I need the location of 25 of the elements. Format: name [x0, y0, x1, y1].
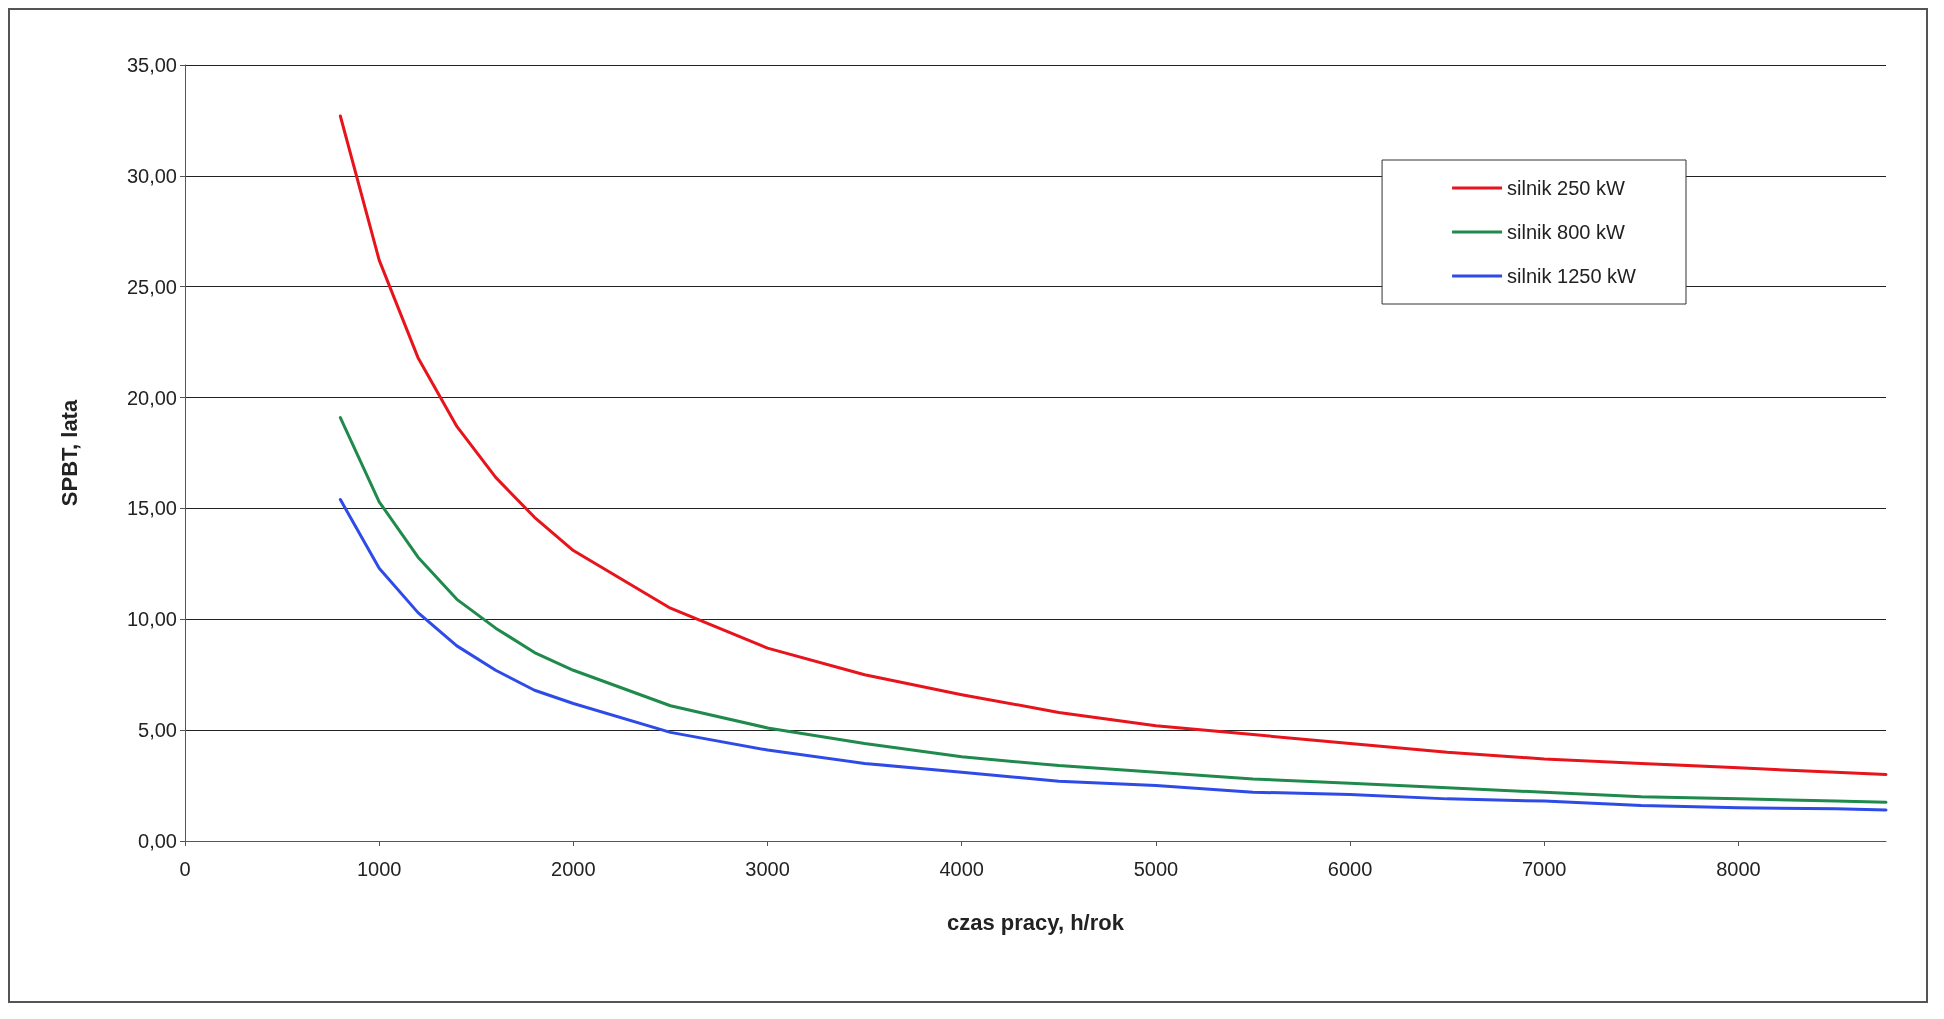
x-axis-title: czas pracy, h/rok	[947, 909, 1125, 935]
x-tick-label: 6000	[1327, 858, 1373, 880]
x-tick-label: 4000	[939, 858, 984, 880]
line-series	[338, 498, 1888, 812]
legend-label: silnik 250 kW	[1507, 177, 1625, 199]
y-tick-label: 10,00	[126, 608, 177, 631]
y-tick-label: 5,00	[138, 719, 177, 742]
y-tick-label: 30,00	[126, 164, 177, 187]
x-tick-label: 8000	[1716, 858, 1761, 880]
x-tick-label: 1000	[356, 858, 402, 880]
x-tick-label: 5000	[1133, 858, 1179, 880]
line-series	[338, 114, 1888, 776]
y-tick-label: 35,00	[126, 54, 177, 76]
x-tick-label: 0	[179, 858, 191, 880]
legend-label: silnik 800 kW	[1507, 221, 1625, 243]
legend-label: silnik 1250 kW	[1507, 265, 1637, 287]
y-tick-label: 15,00	[126, 497, 177, 520]
x-tick-label: 2000	[551, 858, 596, 880]
y-tick-label: 20,00	[126, 386, 177, 409]
line-series	[338, 416, 1888, 804]
y-axis-title: SPBT, lata	[56, 399, 82, 507]
y-tick-label: 25,00	[126, 275, 177, 298]
y-tick-label: 0,00	[138, 830, 177, 852]
x-tick-label: 3000	[745, 858, 790, 880]
x-tick-label: 7000	[1522, 858, 1567, 880]
